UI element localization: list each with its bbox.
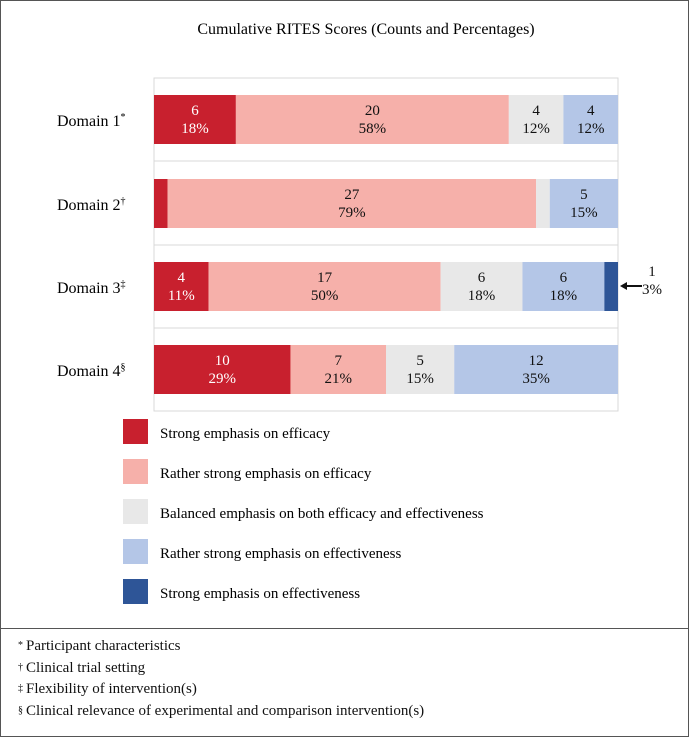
percent-label-d3-s2: 50% <box>311 288 339 304</box>
callout-arrow-head-d3-s5 <box>620 282 627 290</box>
percent-label-d1-s4: 12% <box>577 121 605 137</box>
percent-label-d1-s2: 58% <box>359 121 387 137</box>
count-label-d1-s3: 4 <box>532 103 540 119</box>
bar-d3-s3 <box>440 262 523 311</box>
percent-label-d4-s3: 15% <box>406 371 434 387</box>
count-label-d4-s3: 5 <box>416 353 424 369</box>
percent-label-d1-s1: 18% <box>181 121 209 137</box>
domain-label-2: Domain 2† <box>57 196 126 214</box>
footnote-1: * Participant characteristics <box>18 638 181 654</box>
bar-d2-s4 <box>549 179 618 228</box>
chart-title: Cumulative RITES Scores (Counts and Perc… <box>197 21 534 38</box>
bar-d2-s2 <box>167 179 537 228</box>
legend-label-5: Strong emphasis on effectiveness <box>160 586 360 602</box>
legend-swatch-2 <box>123 459 148 484</box>
count-label-d3-s1: 4 <box>178 270 186 286</box>
footnote-3: ‡ Flexibility of intervention(s) <box>18 681 197 697</box>
percent-label-d4-s4: 35% <box>522 371 550 387</box>
stacked-bar-chart: Cumulative RITES Scores (Counts and Perc… <box>57 21 662 604</box>
footnote-2: † Clinical trial setting <box>18 659 146 676</box>
bar-d4-s1 <box>154 345 291 394</box>
percent-label-d3-s4: 18% <box>550 288 578 304</box>
count-label-d1-s2: 20 <box>365 103 380 119</box>
count-label-d2-s4: 5 <box>580 187 588 203</box>
count-label-d4-s4: 12 <box>529 353 544 369</box>
percent-label-d3-s1: 11% <box>168 288 195 304</box>
legend-label-3: Balanced emphasis on both efficacy and e… <box>160 506 484 522</box>
bar-d3-s2 <box>208 262 441 311</box>
bar-d1-s1 <box>154 95 236 144</box>
bar-d2-s1 <box>154 179 168 228</box>
count-label-d1-s4: 4 <box>587 103 595 119</box>
bar-d3-s5 <box>604 262 618 311</box>
bar-d4-s2 <box>290 345 386 394</box>
legend-label-1: Strong emphasis on efficacy <box>160 426 331 442</box>
bar-d2-s3 <box>536 179 550 228</box>
legend-swatch-1 <box>123 419 148 444</box>
count-label-d2-s2: 27 <box>344 187 360 203</box>
legend-label-2: Rather strong emphasis on efficacy <box>160 466 372 482</box>
domain-label-1: Domain 1* <box>57 112 126 130</box>
percent-label-d4-s1: 29% <box>208 371 236 387</box>
count-label-d3-s3: 6 <box>478 270 486 286</box>
bar-d1-s3 <box>508 95 564 144</box>
legend-label-4: Rather strong emphasis on effectiveness <box>160 546 401 562</box>
percent-label-d1-s3: 12% <box>522 121 550 137</box>
count-label-d4-s2: 7 <box>334 353 342 369</box>
count-label-d4-s1: 10 <box>215 353 230 369</box>
percent-label-d3-s3: 18% <box>468 288 496 304</box>
percent-label-d3-s5: 3% <box>642 282 662 298</box>
legend-swatch-5 <box>123 579 148 604</box>
bar-d4-s4 <box>454 345 618 394</box>
footnotes: * Participant characteristics † Clinical t… <box>18 636 424 722</box>
legend-swatch-3 <box>123 499 148 524</box>
count-label-d1-s1: 6 <box>191 103 199 119</box>
bar-d4-s3 <box>386 345 455 394</box>
count-label-d3-s5: 1 <box>648 264 656 280</box>
bar-d3-s1 <box>154 262 209 311</box>
footnote-divider <box>0 628 689 629</box>
bar-d1-s2 <box>235 95 509 144</box>
footnote-4: § Clinical relevance of experimental and … <box>18 702 425 719</box>
bar-d3-s4 <box>522 262 605 311</box>
domain-label-3: Domain 3‡ <box>57 279 126 297</box>
percent-label-d4-s2: 21% <box>324 371 352 387</box>
count-label-d3-s4: 6 <box>560 270 568 286</box>
domain-label-4: Domain 4§ <box>57 362 126 380</box>
count-label-d3-s2: 17 <box>317 270 333 286</box>
percent-label-d2-s4: 15% <box>570 205 598 221</box>
legend-swatch-4 <box>123 539 148 564</box>
bar-d1-s4 <box>563 95 618 144</box>
percent-label-d2-s2: 79% <box>338 205 366 221</box>
